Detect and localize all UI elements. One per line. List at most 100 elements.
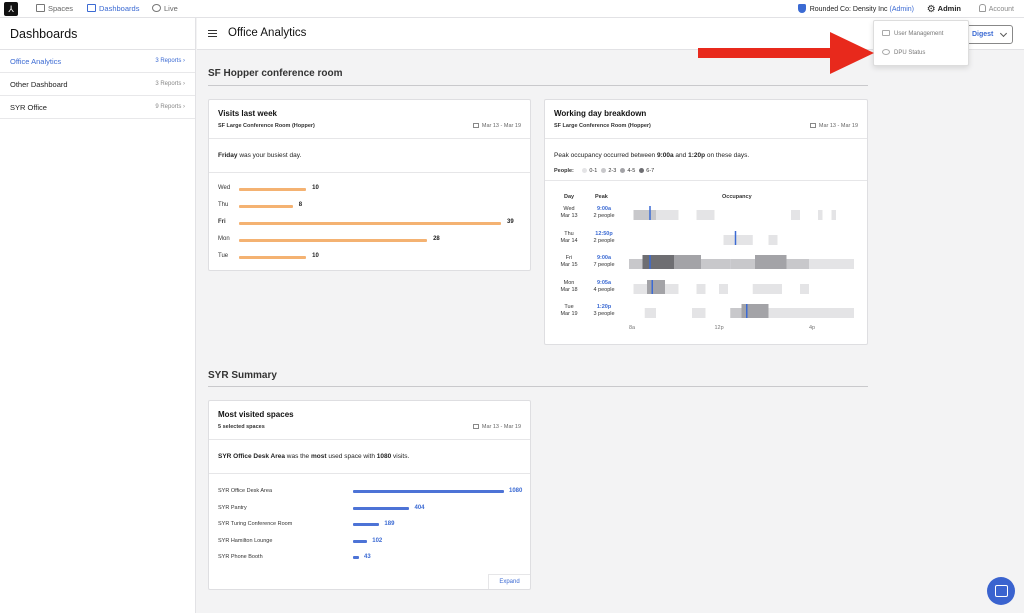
space-bar (353, 523, 380, 526)
menu-item-user-management[interactable]: User Management (882, 30, 943, 37)
peak-cell: 9:00a 2 people (588, 206, 620, 220)
admin-menu-button[interactable]: ⚙ Admin (927, 4, 961, 15)
occupancy-block (730, 259, 755, 269)
occupancy-block (656, 210, 679, 220)
visit-bar (239, 222, 501, 225)
summary-highlight: Friday (218, 152, 238, 159)
day-cell: Wed Mar 13 (558, 206, 580, 220)
section-title-sf-hopper: SF Hopper conference room (208, 68, 343, 79)
legend-item: 4-5 (616, 168, 635, 174)
space-label: SYR Phone Booth (218, 554, 263, 560)
date-range[interactable]: Mar 13 - Mar 19 (809, 123, 858, 129)
occupancy-chart (633, 204, 836, 220)
occupancy-block (791, 210, 800, 220)
occupancy-block (818, 210, 823, 220)
day-date: Mar 14 (560, 237, 578, 244)
visit-bar (239, 205, 293, 208)
space-value: 189 (384, 521, 395, 527)
column-header-occupancy: Occupancy (722, 194, 752, 200)
sidebar-item-office-analytics[interactable]: Office Analytics 3 Reports › (0, 50, 195, 73)
summary-text: Peak occupancy occurred between (554, 152, 657, 159)
nav-spaces-label: Spaces (48, 4, 74, 13)
sidebar-item-syr-office[interactable]: SYR Office 9 Reports › (0, 96, 195, 119)
occupancy-block (800, 283, 809, 294)
menu-icon[interactable] (208, 30, 217, 37)
peak-time: 12:50p (595, 230, 613, 237)
summary-text: was your busiest day. (237, 152, 302, 159)
occupancy-block (633, 283, 647, 294)
sidebar-item-label: SYR Office (10, 102, 47, 112)
summary-text: on these days. (705, 152, 750, 159)
dashboard-icon (87, 4, 96, 12)
menu-item-dpu-status[interactable]: DPU Status (882, 49, 925, 56)
most-visited-spaces-card: Most visited spaces 5 selected spaces Ma… (208, 400, 531, 590)
legend-dot-icon (620, 168, 626, 173)
visits-last-week-card: Visits last week SF Large Conference Roo… (208, 99, 531, 271)
card-summary: Peak occupancy occurred between 9:00a an… (554, 152, 749, 159)
menu-item-label: DPU Status (894, 50, 926, 56)
peak-time: 9:00a (596, 206, 612, 212)
nav-dashboards[interactable]: Dashboards (87, 4, 139, 13)
day-date: Mar 19 (560, 311, 578, 317)
density-logo-icon[interactable]: ⅄ (4, 2, 18, 16)
day-name: Tue (564, 304, 574, 310)
day-cell: Mon Mar 18 (558, 280, 580, 294)
bar-day-label: Wed (218, 185, 231, 191)
occupancy-chart (644, 302, 854, 318)
nav-live[interactable]: Live (152, 4, 178, 13)
organization-switcher[interactable]: Rounded Co: Density Inc (Admin) (797, 4, 914, 13)
nav-spaces[interactable]: Spaces (36, 4, 73, 13)
space-value: 404 (414, 504, 425, 511)
peak-people: 4 people (593, 286, 615, 293)
day-cell: Tue Mar 19 (558, 304, 580, 318)
bar-value: 28 (433, 236, 440, 242)
gear-icon: ⚙ (926, 4, 936, 15)
bar-day-label: Thu (218, 202, 229, 208)
card-divider (209, 172, 530, 173)
report-count: 3 Reports › (155, 81, 185, 87)
visit-bar (239, 239, 428, 242)
occupancy-block (809, 259, 854, 269)
occupancy-track (629, 302, 854, 318)
users-icon (882, 30, 890, 36)
sidebar-title: Dashboards (0, 18, 195, 50)
day-cell: Fri Mar 15 (558, 255, 580, 269)
date-range[interactable]: Mar 13 - Mar 19 (472, 123, 521, 129)
peak-cell: 12:50p 2 people (588, 231, 620, 245)
calendar-icon (809, 123, 816, 128)
sidebar-item-other-dashboard[interactable]: Other Dashboard 3 Reports › (0, 73, 195, 96)
date-range[interactable]: Mar 13 - Mar 19 (472, 424, 521, 430)
bar-value: 39 (507, 219, 514, 225)
visit-bar (239, 188, 307, 191)
legend-label: 0-1 (589, 168, 598, 174)
legend-dot-icon (601, 168, 607, 173)
account-menu-button[interactable]: Account (978, 4, 1014, 13)
summary-space: SYR Office Desk Area (218, 453, 285, 460)
column-header-peak: Peak (595, 194, 608, 200)
legend-dot-icon (582, 168, 588, 173)
occupancy-block (633, 210, 656, 220)
peak-cell: 9:05a 4 people (588, 280, 620, 294)
peak-time: 9:00a (596, 255, 612, 261)
clock-icon (152, 4, 161, 12)
day-date: Mar 15 (560, 262, 578, 268)
visit-bar (239, 256, 307, 259)
card-divider (545, 138, 867, 139)
peak-time: 1:20p (596, 304, 612, 310)
occupancy-block (629, 259, 643, 269)
admin-dropdown-menu: User Management DPU Status (873, 20, 969, 66)
card-divider (545, 180, 867, 181)
summary-text: used space with (326, 453, 377, 460)
day-name: Thu (564, 230, 574, 237)
chat-support-icon[interactable] (987, 577, 1015, 605)
nav-live-label: Live (164, 4, 178, 13)
admin-label: Admin (937, 4, 961, 13)
time-tick: 8a (629, 325, 636, 331)
occupancy-block (696, 283, 706, 294)
peak-people: 7 people (593, 262, 615, 268)
legend-label: 6-7 (646, 168, 655, 174)
expand-button[interactable]: Expand (488, 574, 530, 589)
occupancy-block (831, 210, 836, 220)
occupancy-chart (629, 253, 854, 269)
peak-time: 9:05a (596, 279, 612, 286)
